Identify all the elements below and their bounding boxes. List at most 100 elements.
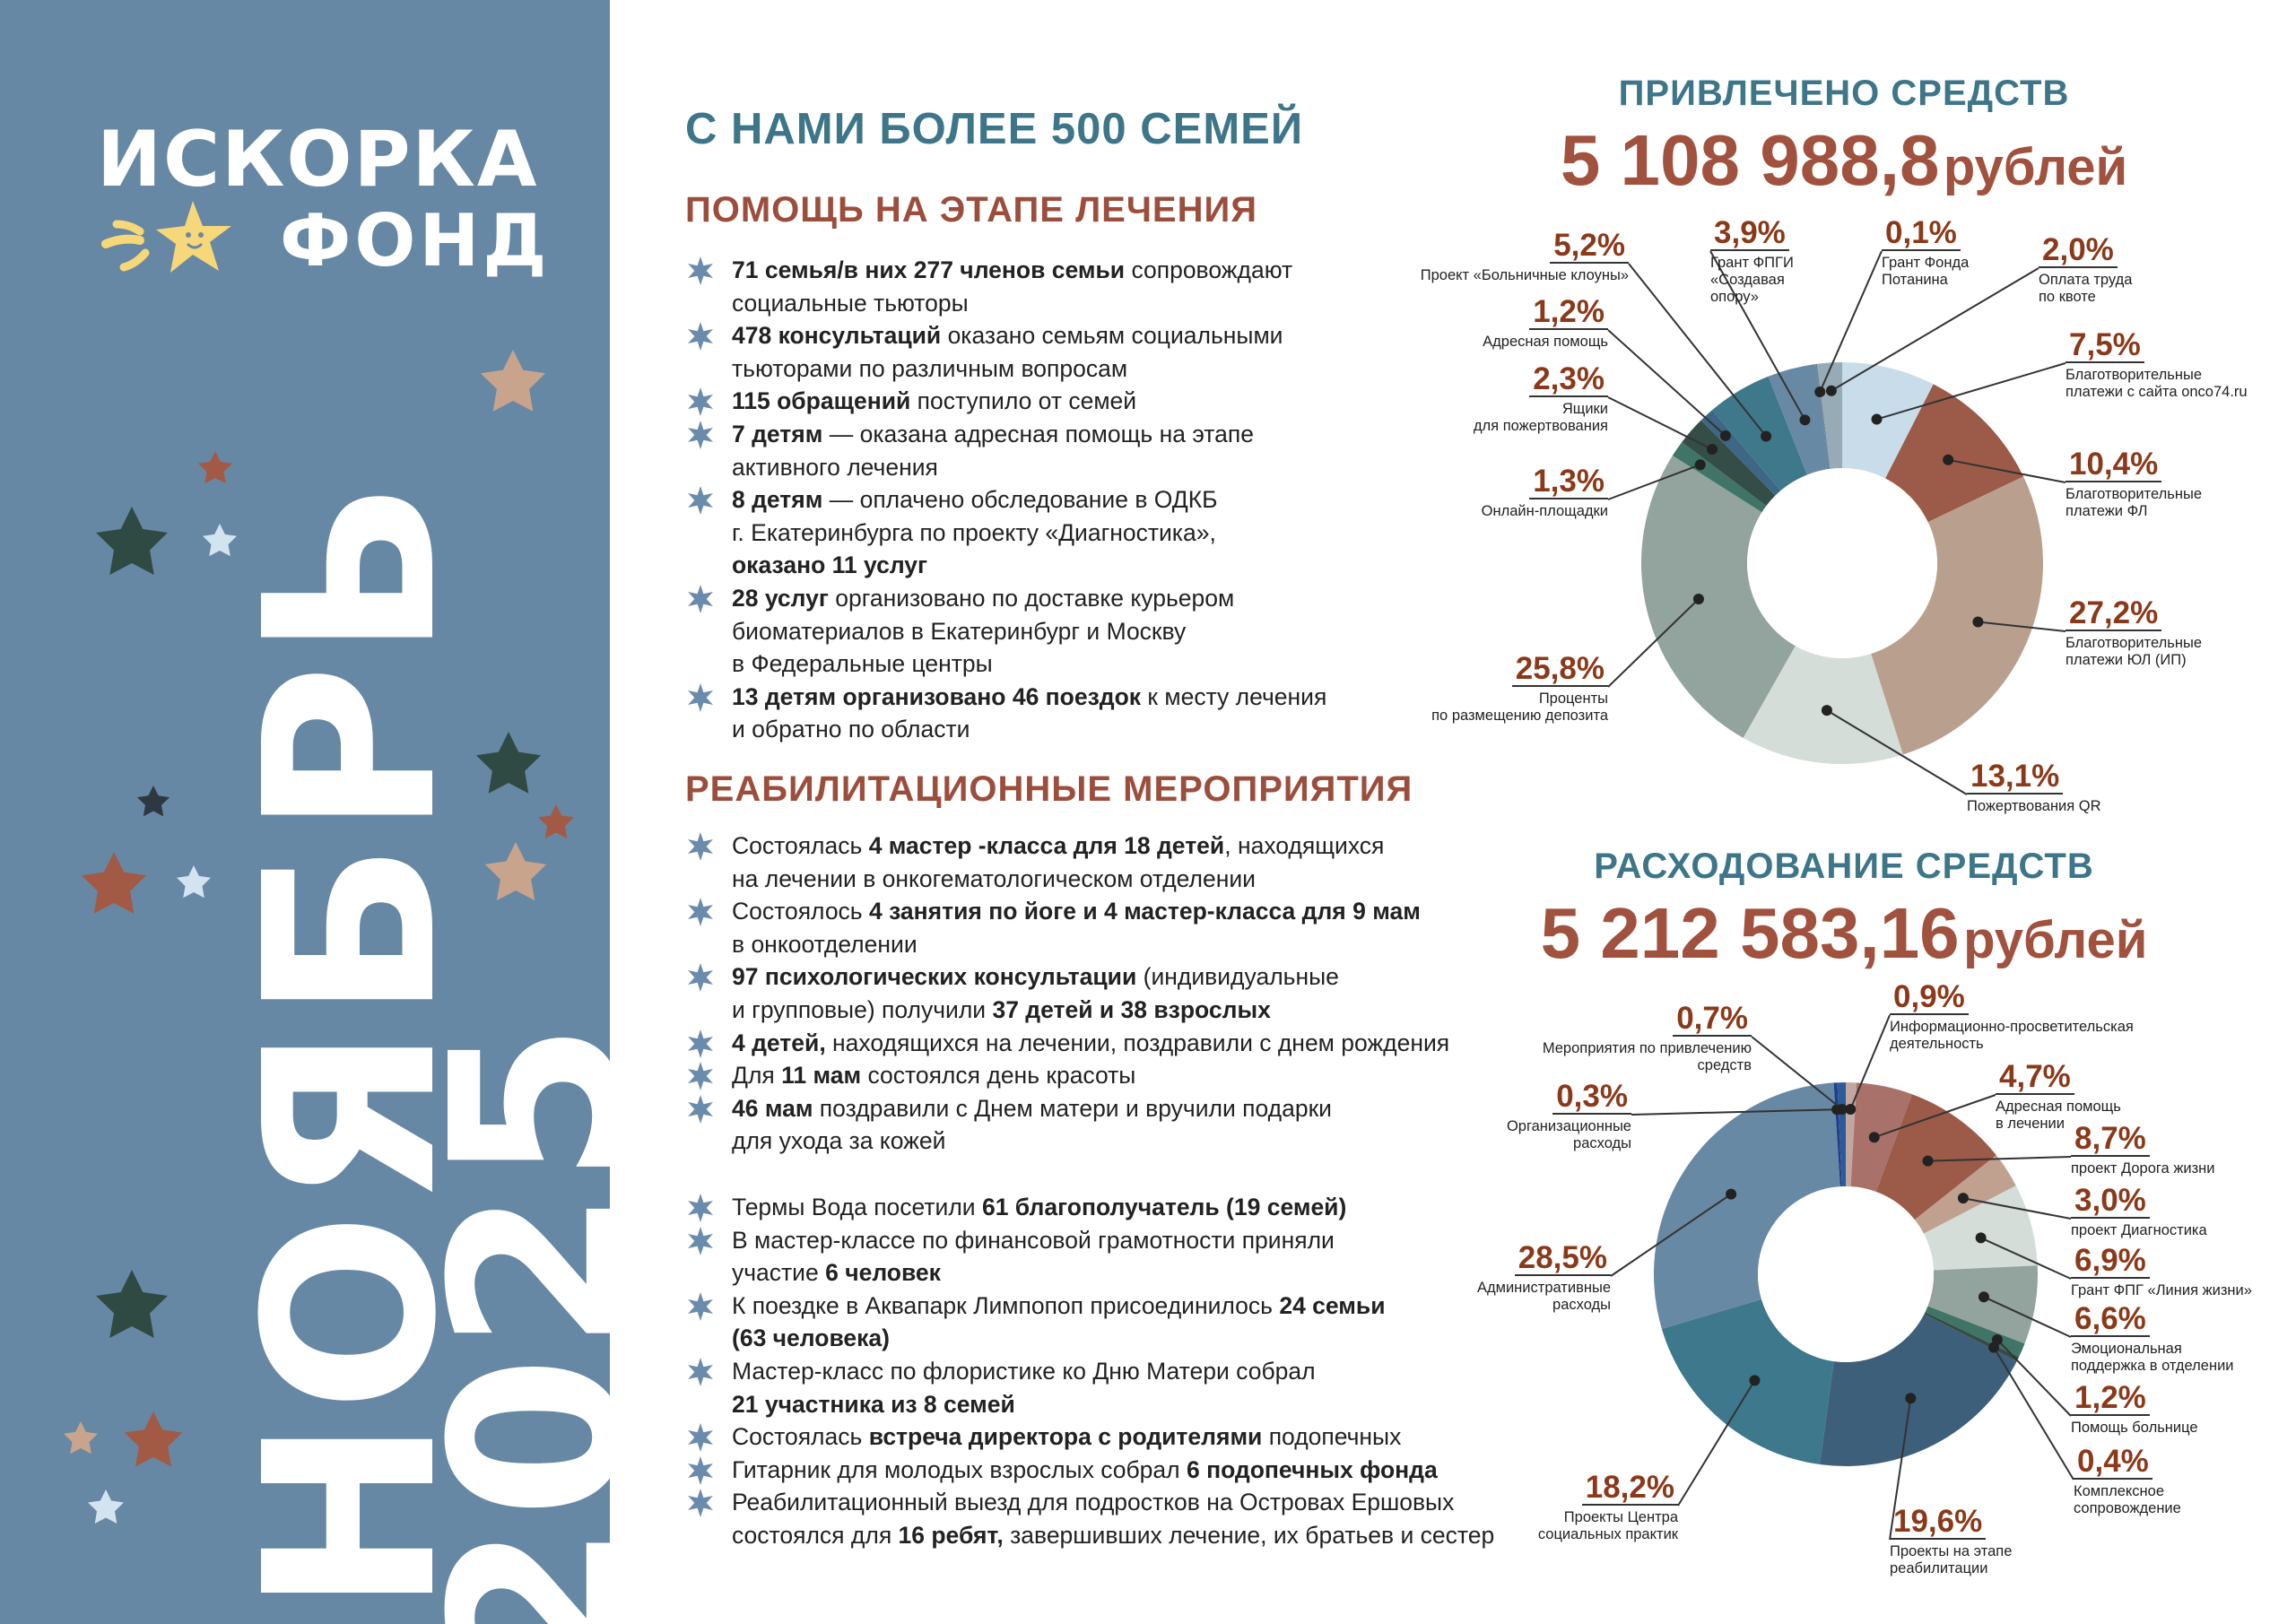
slice-label: 4,7% Адресная помощь в лечении: [1996, 1061, 2121, 1133]
highlight-text: 71 семья/в них 277 членов семьи: [732, 256, 1126, 283]
highlight-text: 6 подопечных фонда: [1186, 1455, 1438, 1483]
list-item: 8 детям — оплачено обследование в ОДКБ г.…: [685, 483, 1492, 582]
decor-star-icon: [484, 842, 547, 901]
slice-marker: [1922, 1155, 1934, 1167]
slice-marker: [1761, 430, 1772, 442]
list-item: Для 11 мам состоялся день красоты: [685, 1059, 1492, 1092]
slice-percent: 2,3%: [1529, 363, 1608, 397]
leader-line: [1993, 1346, 2074, 1481]
list-item-line: 97 психологических консультации (индивид…: [732, 960, 1492, 994]
leader-line: [1677, 1379, 1756, 1507]
list-item-line: Реабилитационный выезд для подростков на…: [732, 1486, 1492, 1519]
slice-label: 18,2% Проекты Центра социальных практик: [1538, 1472, 1678, 1543]
text: сопровождают: [1125, 256, 1293, 283]
leader-line: [1889, 1398, 1912, 1541]
expense-header: РАСХОДОВАНИЕ СРЕДСТВ 5 212 583,16 рублей: [1396, 847, 2292, 969]
highlight-text: (63 человека): [732, 1324, 890, 1352]
slice-percent: 4,7%: [1996, 1061, 2074, 1095]
list-item: 7 детям — оказана адресная помощь на эта…: [685, 418, 1492, 483]
highlight-text: 6 человек: [825, 1259, 941, 1287]
slice-marker: [1988, 1342, 2000, 1353]
decor-star-icon: [475, 732, 542, 794]
slice-label: 3,9% Грант ФПГИ «Создавая опору»: [1710, 217, 1794, 306]
list-item-line: 21 участника из 8 семей: [732, 1388, 1492, 1421]
text: г. Екатеринбурга по проекту «Диагностика…: [732, 518, 1216, 546]
leader-line: [1631, 1108, 1838, 1116]
text: состоялся день красоты: [861, 1062, 1136, 1090]
slice-percent: 0,9%: [1890, 981, 1969, 1015]
section-title-treatment: ПОМОЩЬ НА ЭТАПЕ ЛЕЧЕНИЯ: [685, 190, 1257, 230]
star-icon: [688, 1194, 713, 1222]
slice-percent: 1,3%: [1529, 465, 1608, 499]
text: находящихся на лечении, поздравили с дне…: [825, 1029, 1450, 1056]
slice-name: Комплексное сопровождение: [2074, 1483, 2181, 1516]
text: организовано по доставке курьером: [828, 584, 1235, 612]
text: на лечении в онкогематологическом отделе…: [732, 864, 1256, 892]
highlight-text: 4 детей,: [732, 1029, 826, 1056]
text: биоматериалов в Екатеринбург и Москву: [732, 617, 1187, 645]
slice-name: Благотворительные платежи ФЛ: [2066, 486, 2202, 519]
decor-star-icon: [136, 786, 170, 817]
star-icon: [688, 486, 713, 516]
slice-percent: 3,0%: [2071, 1185, 2150, 1219]
slice-percent: 6,9%: [2071, 1245, 2150, 1279]
leader-line: [1947, 458, 2066, 483]
text: поступило от семей: [910, 387, 1137, 415]
expense-unit: рублей: [1963, 911, 2148, 969]
slice-label: 0,4% Комплексное сопровождение: [2074, 1446, 2181, 1517]
list-item: 71 семья/в них 277 членов семьи сопровож…: [685, 254, 1492, 319]
slice-percent: 0,3%: [1552, 1081, 1631, 1115]
slice-label: 8,7% проект Дорога жизни: [2071, 1123, 2214, 1177]
slice-marker: [1726, 1188, 1737, 1200]
slice-marker: [1749, 1375, 1761, 1386]
leader-line: [1983, 1296, 2072, 1338]
decor-star-icon: [96, 507, 168, 575]
slice-name: Помощь больнице: [2071, 1420, 2198, 1436]
slice-marker: [1719, 430, 1731, 441]
slice-marker: [1694, 459, 1706, 471]
star-icon: [688, 682, 713, 712]
donut-slice: [1927, 1265, 2038, 1344]
slice-name: проект Диагностика: [2071, 1222, 2207, 1238]
list-item-line: Термы Вода посетили 61 благополучатель (…: [732, 1191, 1492, 1224]
income-unit: рублей: [1943, 138, 2128, 196]
slice-percent: 0,1%: [1882, 217, 1961, 251]
star-icon: [688, 1029, 713, 1058]
leader-line: [1962, 1197, 2072, 1220]
star-icon: [688, 1291, 713, 1321]
decor-star-icon: [203, 524, 237, 557]
slice-label: 2,0% Оплата труда по квоте: [2039, 234, 2132, 306]
slice-percent: 28,5%: [1514, 1242, 1611, 1276]
star-icon: [688, 1455, 713, 1485]
slice-name: Пожертвования QR: [1967, 798, 2101, 814]
slice-name: Эмоциональная поддержка в отделении: [2071, 1341, 2234, 1374]
slice-label: 7,5% Благотворительные платежи с сайта on…: [2066, 329, 2248, 401]
star-icon: [688, 1094, 713, 1124]
leader-line: [1927, 1156, 2072, 1162]
highlight-text: 61 благополучатель (19 семей): [981, 1194, 1347, 1220]
highlight-text: 7 детям: [732, 420, 823, 447]
highlight-text: 16 ребят,: [898, 1521, 1004, 1549]
list-item-line: 13 детям организовано 46 поездок к месту…: [732, 681, 1492, 714]
list-item-line: В мастер-классе по финансовой грамотност…: [732, 1224, 1492, 1257]
slice-marker: [1972, 616, 1984, 628]
expense-title: РАСХОДОВАНИЕ СРЕДСТВ: [1594, 847, 2094, 886]
donut-slice: [1842, 362, 1934, 479]
text: и обратно по области: [732, 716, 970, 743]
slice-name: Грант Фонда Потанина: [1882, 255, 1970, 288]
leader-line: [1607, 396, 1713, 450]
highlight-text: 13 детям организовано 46 поездок: [732, 682, 1142, 710]
slice-marker: [1825, 385, 1837, 396]
list-item: Состоялось 4 занятия по йоге и 4 мастер-…: [685, 895, 1492, 960]
rehab-list: Состоялась 4 мастер -класса для 18 детей…: [685, 829, 1492, 1158]
text: Мастер-класс по флористике ко Дню Матери…: [732, 1357, 1316, 1385]
star-icon: [688, 898, 713, 927]
star-icon: [688, 584, 713, 613]
slice-label: 3,0% проект Диагностика: [2071, 1185, 2207, 1239]
page-title: С НАМИ БОЛЕЕ 500 СЕМЕЙ: [685, 105, 1304, 153]
slice-label: 1,2% Помощь больнице: [2071, 1382, 2198, 1437]
text: в онкоотделении: [732, 930, 918, 958]
star-icon: [688, 1423, 713, 1453]
list-item: Состоялась 4 мастер -класса для 18 детей…: [685, 829, 1492, 895]
slice-percent: 13,1%: [1967, 760, 2064, 795]
